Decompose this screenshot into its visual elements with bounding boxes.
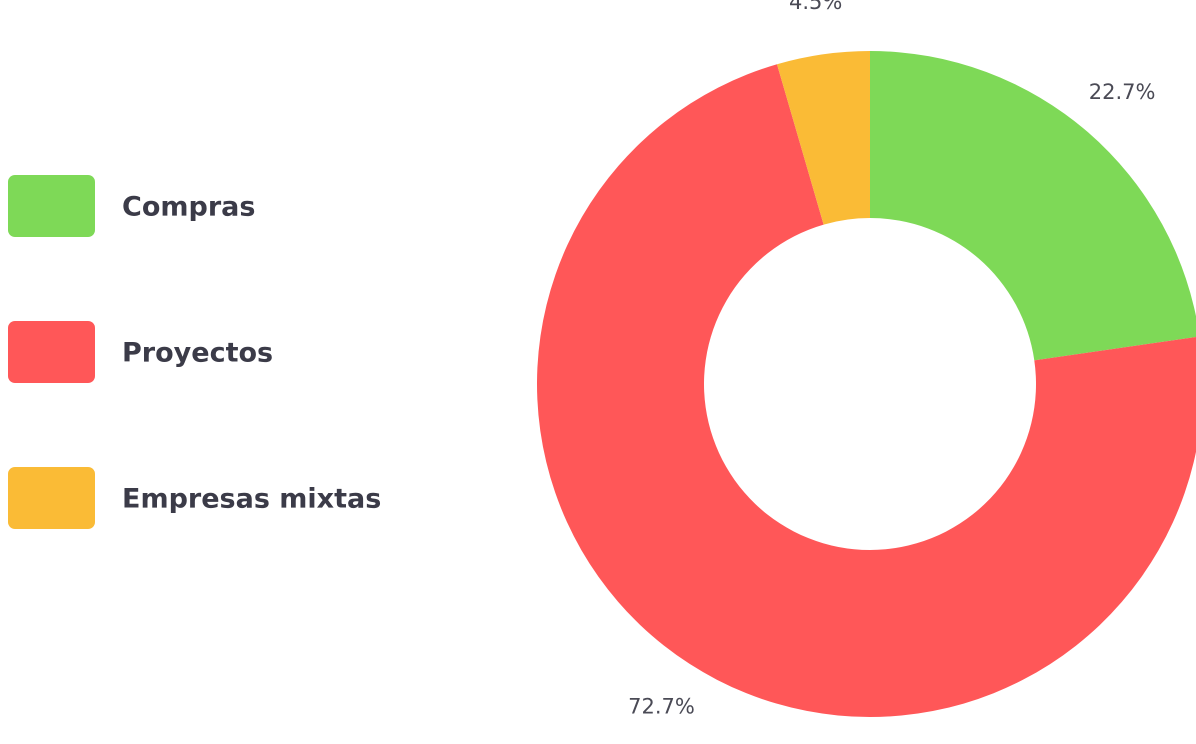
data-label: 22.7% xyxy=(1089,80,1156,104)
legend-swatch xyxy=(8,175,95,237)
legend-label: Empresas mixtas xyxy=(122,484,381,515)
data-label: 72.7% xyxy=(628,695,695,719)
donut-segment xyxy=(870,51,1196,361)
legend-label: Compras xyxy=(122,192,255,223)
donut-segment xyxy=(777,51,870,225)
donut-segment xyxy=(537,64,1196,717)
legend-label: Proyectos xyxy=(122,338,273,369)
legend-swatch xyxy=(8,467,95,529)
legend-swatch xyxy=(8,321,95,383)
data-label: 4.5% xyxy=(789,0,842,14)
